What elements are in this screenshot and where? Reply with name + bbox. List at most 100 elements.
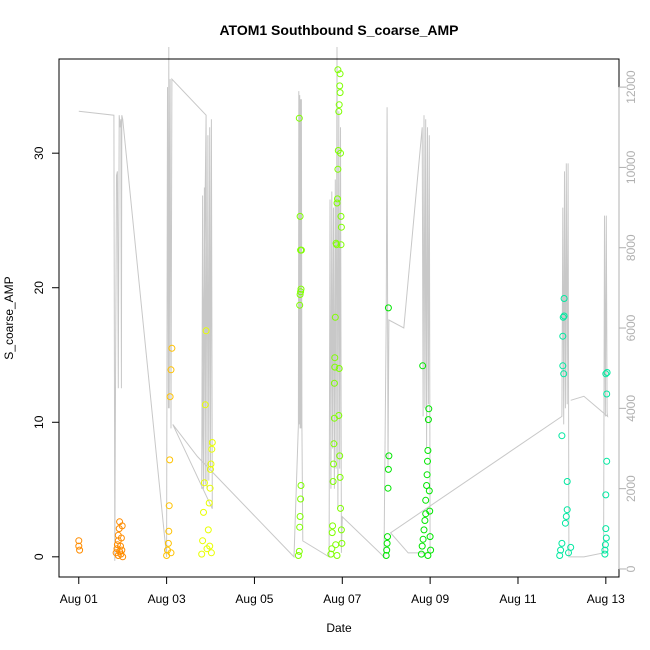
data-point-series-6 bbox=[603, 457, 611, 465]
data-point-series-3 bbox=[206, 542, 214, 550]
data-point-series-4 bbox=[296, 513, 304, 520]
data-point-series-5 bbox=[425, 405, 433, 413]
data-point-series-4 bbox=[297, 495, 305, 503]
data-point-series-1 bbox=[117, 534, 125, 542]
data-point-series-6 bbox=[560, 295, 568, 302]
secondary-series-line bbox=[78, 46, 609, 561]
data-point-series-4 bbox=[337, 526, 345, 534]
data-point-series-5 bbox=[385, 452, 393, 460]
data-point-series-1 bbox=[76, 546, 84, 554]
data-point-series-6 bbox=[601, 546, 609, 554]
y-axis: 0 10 20 30 bbox=[32, 146, 60, 560]
data-point-series-5 bbox=[425, 487, 433, 495]
data-point-series-2 bbox=[168, 344, 176, 352]
data-point-series-6 bbox=[559, 332, 567, 340]
y2-tick-label: 6000 bbox=[624, 314, 638, 341]
data-point-series-4 bbox=[297, 285, 305, 293]
data-point-series-6 bbox=[559, 362, 567, 370]
data-point-series-4 bbox=[331, 354, 339, 362]
data-point-series-6 bbox=[558, 432, 566, 440]
data-point-series-3 bbox=[207, 460, 215, 468]
data-point-series-5 bbox=[420, 526, 428, 534]
data-point-series-2 bbox=[165, 502, 173, 510]
y-tick-label: 0 bbox=[32, 553, 46, 560]
data-point-series-3 bbox=[200, 508, 207, 516]
data-point-series-6 bbox=[559, 313, 567, 321]
data-point-series-2 bbox=[167, 366, 175, 374]
data-point-series-4 bbox=[329, 522, 337, 530]
data-point-series-6 bbox=[602, 491, 610, 499]
x-tick-label: Aug 13 bbox=[587, 592, 625, 606]
data-point-series-2 bbox=[167, 549, 175, 557]
data-point-series-4 bbox=[335, 412, 343, 419]
data-point-series-6 bbox=[562, 513, 570, 520]
data-point-series-6 bbox=[602, 525, 610, 533]
data-point-series-4 bbox=[337, 149, 344, 157]
data-point-series-4 bbox=[297, 482, 305, 489]
data-point-series-3 bbox=[199, 537, 207, 545]
data-point-series-6 bbox=[560, 312, 568, 320]
y2-tick-label: 8000 bbox=[624, 234, 638, 261]
y-tick-label: 20 bbox=[32, 281, 46, 295]
data-point-series-4 bbox=[337, 223, 345, 231]
x-tick-label: Aug 07 bbox=[323, 592, 361, 606]
data-point-series-5 bbox=[421, 517, 429, 524]
x-tick-label: Aug 11 bbox=[499, 592, 536, 606]
data-point-series-5 bbox=[384, 484, 392, 492]
x-tick-label: Aug 03 bbox=[148, 592, 186, 606]
x-tick-label: Aug 01 bbox=[60, 592, 98, 606]
data-point-series-3 bbox=[207, 465, 214, 473]
data-point-series-3 bbox=[202, 327, 210, 335]
data-point-series-4 bbox=[335, 108, 343, 115]
data-point-series-4 bbox=[297, 246, 305, 254]
data-point-series-6 bbox=[560, 370, 568, 378]
data-point-series-5 bbox=[383, 546, 391, 554]
data-point-series-4 bbox=[334, 195, 341, 203]
data-point-series-4 bbox=[331, 313, 339, 321]
y-tick-label: 30 bbox=[32, 146, 46, 160]
data-point-series-3 bbox=[198, 550, 206, 558]
data-point-series-6 bbox=[563, 478, 571, 485]
data-point-series-5 bbox=[384, 304, 392, 312]
data-point-series-4 bbox=[333, 241, 341, 249]
data-point-series-4 bbox=[334, 66, 342, 74]
data-point-series-3 bbox=[204, 526, 212, 534]
y2-tick-label: 2000 bbox=[624, 475, 638, 502]
data-point-series-6 bbox=[602, 370, 610, 378]
data-point-series-5 bbox=[384, 465, 392, 473]
data-point-series-4 bbox=[335, 365, 343, 372]
data-point-series-2 bbox=[165, 527, 173, 535]
data-point-series-5 bbox=[419, 362, 427, 370]
data-point-series-4 bbox=[330, 460, 337, 468]
data-point-series-1 bbox=[75, 542, 83, 550]
data-point-series-4 bbox=[334, 165, 342, 173]
data-point-series-1 bbox=[75, 537, 83, 545]
data-point-series-5 bbox=[424, 457, 431, 465]
data-point-series-4 bbox=[335, 101, 343, 109]
data-point-series-4 bbox=[328, 529, 336, 537]
data-point-series-4 bbox=[297, 288, 305, 296]
y2-tick-label: 4000 bbox=[624, 395, 638, 422]
data-point-series-3 bbox=[200, 479, 208, 487]
data-point-series-4 bbox=[332, 541, 340, 549]
data-point-series-5 bbox=[384, 533, 391, 541]
data-point-series-4 bbox=[294, 552, 302, 559]
data-point-series-4 bbox=[296, 301, 304, 309]
data-point-series-4 bbox=[333, 199, 341, 207]
x-axis: Aug 01 Aug 03 Aug 05 Aug 07 Aug 09 Aug 11 Aug … bbox=[60, 576, 625, 606]
data-point-series-6 bbox=[602, 534, 610, 542]
x-tick-label: Aug 09 bbox=[411, 592, 449, 606]
data-point-series-5 bbox=[422, 496, 430, 504]
data-point-series-1 bbox=[118, 546, 126, 554]
y2-tick-label: 10000 bbox=[624, 150, 638, 184]
data-point-series-4 bbox=[295, 114, 303, 122]
data-point-series-4 bbox=[296, 523, 304, 531]
data-point-series-5 bbox=[427, 546, 435, 554]
data-point-series-4 bbox=[336, 82, 344, 90]
data-point-series-3 bbox=[201, 401, 209, 409]
data-point-series-5 bbox=[426, 533, 434, 541]
data-point-series-5 bbox=[424, 552, 432, 559]
y-axis-label: S_coarse_AMP bbox=[2, 276, 16, 359]
data-point-series-5 bbox=[424, 447, 432, 454]
